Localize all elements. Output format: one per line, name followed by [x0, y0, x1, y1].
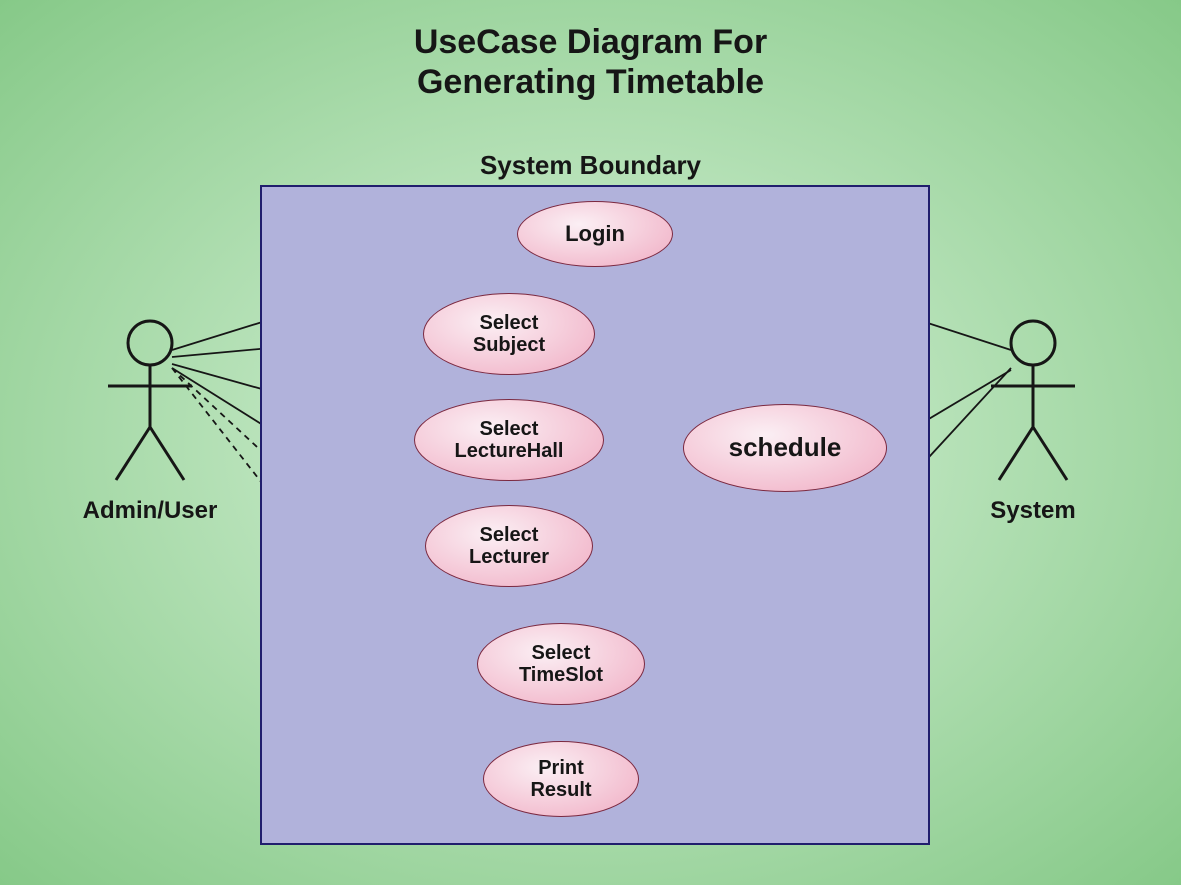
- usecase-select-slot: Select TimeSlot: [477, 623, 645, 705]
- usecase-schedule-label: schedule: [729, 433, 842, 462]
- usecase-select-hall: Select LectureHall: [414, 399, 604, 481]
- actor-admin-user-label: Admin/User: [50, 497, 250, 525]
- actor-system-icon: [991, 321, 1075, 480]
- system-boundary-label: System Boundary: [0, 150, 1181, 181]
- usecase-select-sub-label: Select Subject: [473, 312, 545, 357]
- usecase-print-res: Print Result: [483, 741, 639, 817]
- usecase-select-slot-label: Select TimeSlot: [519, 642, 603, 687]
- usecase-login: Login: [517, 201, 673, 267]
- diagram-title: UseCase Diagram For Generating Timetable: [0, 22, 1181, 102]
- usecase-diagram: UseCase Diagram For Generating Timetable…: [0, 0, 1181, 885]
- usecase-select-lect: Select Lecturer: [425, 505, 593, 587]
- usecase-schedule: schedule: [683, 404, 887, 492]
- usecase-select-lect-label: Select Lecturer: [469, 524, 549, 569]
- actor-admin-user-icon: [108, 321, 192, 480]
- usecase-print-res-label: Print Result: [530, 757, 591, 802]
- actor-system-label: System: [933, 497, 1133, 525]
- usecase-login-label: Login: [565, 222, 625, 247]
- usecase-select-sub: Select Subject: [423, 293, 595, 375]
- usecase-select-hall-label: Select LectureHall: [455, 418, 564, 463]
